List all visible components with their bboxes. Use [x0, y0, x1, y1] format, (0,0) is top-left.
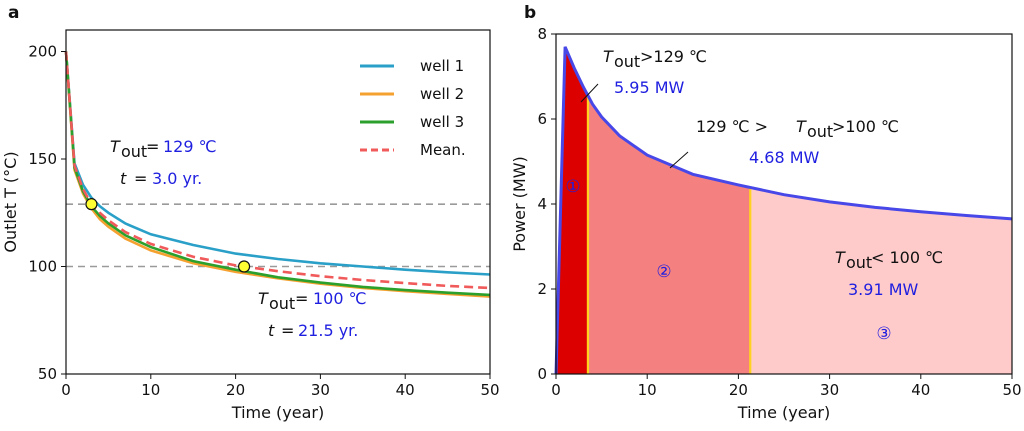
t-out-subscript: out: [121, 142, 147, 161]
panel-b: b 0 10 20 30 40 50 0 2 4 6 8 Time (year) Power (M…: [510, 3, 1022, 422]
y-tick-label: 100: [28, 258, 57, 276]
region-1-annotation: T out >129 ℃ 5.95 MW: [580, 47, 707, 103]
x-axis-label: Time (year): [737, 403, 830, 422]
t-out-subscript: out: [614, 52, 640, 71]
region-3-annotation: T out < 100 ℃ 3.91 MW: [835, 248, 943, 299]
legend: well 1 well 2 well 3 Mean.: [360, 57, 466, 159]
leader-line: [580, 83, 599, 103]
x-tick-label: 40: [396, 381, 415, 399]
t-out-subscript: out: [846, 253, 872, 272]
y-axis-label: Power (MW): [510, 156, 529, 252]
t-out-symbol: T: [258, 289, 269, 308]
legend-label-well-2: well 2: [420, 85, 464, 103]
energy-region-3: [750, 187, 1012, 374]
y-tick-label: 6: [537, 110, 547, 128]
series-line-well-3: [64, 51, 491, 297]
time-value: 3.0 yr.: [152, 169, 202, 188]
annotation-129: T out = 129 ℃ t = 3.0 yr.: [110, 137, 217, 188]
energy-value: 5.95 MW: [614, 78, 685, 97]
t-out-value: 129 ℃: [163, 137, 217, 156]
series-line-mean: [64, 51, 491, 290]
region-3-number: ③: [876, 324, 891, 344]
panel-a: a 0 10 20 30 40 50 50 100 150 200 Time (year) Ou…: [1, 3, 500, 422]
x-tick-label: 0: [61, 381, 71, 399]
region-dividers: [586, 95, 752, 374]
annotation-100: T out = 100 ℃ t = 21.5 yr.: [258, 289, 367, 340]
energy-value: 3.91 MW: [848, 280, 919, 299]
region-1-number: ①: [565, 177, 580, 197]
y-tick-label: 2: [537, 280, 547, 298]
power-curve: [554, 46, 1013, 375]
y-tick-label: 0: [537, 365, 547, 383]
reference-lines: [66, 203, 490, 268]
region-2-annotation: 129 ℃ > T out >100 ℃ 4.68 MW: [669, 117, 899, 169]
y-tick-label: 150: [28, 150, 57, 168]
x-tick-label: 20: [729, 381, 748, 399]
x-tick-label: 50: [1002, 381, 1021, 399]
region-2-number: ②: [656, 262, 671, 282]
x-ticks: 0 10 20 30 40 50: [61, 374, 500, 399]
condition-suffix: >100 ℃: [832, 117, 899, 136]
legend-label-well-1: well 1: [420, 57, 464, 75]
marker-point-2: [237, 260, 251, 273]
t-out-subscript: out: [269, 294, 295, 313]
equals-sign: =: [134, 169, 147, 188]
t-out-symbol: T: [835, 248, 846, 267]
condition-text: >129 ℃: [640, 47, 707, 66]
x-tick-label: 10: [638, 381, 657, 399]
time-value: 21.5 yr.: [298, 321, 358, 340]
x-axis-label: Time (year): [231, 403, 324, 422]
y-tick-label: 4: [537, 195, 547, 213]
t-out-subscript: out: [807, 122, 833, 141]
legend-label-well-3: well 3: [420, 113, 464, 131]
equals-sign: =: [146, 137, 159, 156]
x-ticks: 0 10 20 30 40 50: [551, 374, 1022, 399]
condition-prefix: 129 ℃ >: [696, 117, 768, 136]
marker-point-1: [85, 198, 98, 211]
y-ticks: 50 100 150 200: [28, 43, 66, 383]
time-symbol: t: [268, 321, 275, 340]
panel-a-label: a: [8, 3, 19, 23]
y-ticks: 0 2 4 6 8: [537, 25, 556, 383]
x-tick-label: 30: [311, 381, 330, 399]
point-markers: [85, 198, 251, 273]
y-tick-label: 50: [38, 365, 57, 383]
plot-frame: [65, 29, 491, 375]
condition-text: < 100 ℃: [871, 248, 943, 267]
t-out-symbol: T: [796, 117, 807, 136]
x-tick-label: 40: [911, 381, 930, 399]
x-tick-label: 20: [226, 381, 245, 399]
y-tick-label: 8: [537, 25, 547, 43]
legend-label-mean: Mean.: [420, 141, 466, 159]
series-line-well-1: [64, 51, 491, 276]
x-tick-label: 10: [141, 381, 160, 399]
t-out-symbol: T: [110, 137, 121, 156]
equals-sign: =: [295, 289, 308, 308]
panel-b-label: b: [524, 3, 536, 23]
energy-region-2: [587, 95, 751, 374]
t-out-symbol: T: [603, 47, 614, 66]
time-symbol: t: [120, 169, 127, 188]
x-tick-label: 30: [820, 381, 839, 399]
x-tick-label: 0: [551, 381, 561, 399]
t-out-value: 100 ℃: [313, 289, 367, 308]
y-tick-label: 200: [28, 43, 57, 61]
energy-value: 4.68 MW: [749, 148, 820, 167]
y-axis-label: Outlet T (°C): [1, 151, 20, 252]
equals-sign: =: [281, 321, 294, 340]
leader-line: [669, 151, 689, 169]
x-tick-label: 50: [480, 381, 499, 399]
